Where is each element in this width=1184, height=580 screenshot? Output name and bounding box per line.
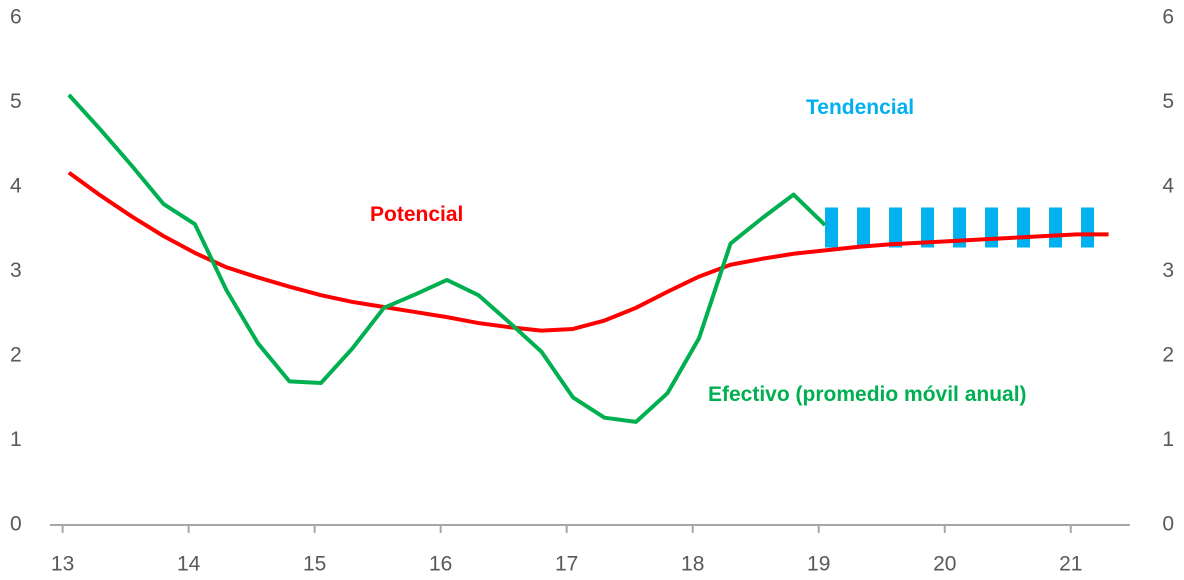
x-tick-label: 17 [555,553,578,576]
series-line [67,171,1109,333]
series-label: Potencial [370,203,464,226]
y-tick-label: 1 [10,428,22,451]
x-tick-label: 20 [933,553,956,576]
y-tick-label: 6 [10,6,22,29]
x-tick-label: 18 [681,553,704,576]
x-tick-label: 21 [1059,553,1082,576]
y2-tick-label: 0 [1162,513,1174,536]
y-tick-label: 5 [10,90,22,113]
y-tick-label: 0 [10,513,22,536]
x-tick-label: 14 [177,553,201,576]
y-tick-label: 3 [10,259,22,282]
y2-tick-label: 2 [1162,344,1174,367]
y2-tick-label: 6 [1162,6,1174,29]
x-tick-label: 16 [429,553,452,576]
y2-tick-label: 4 [1162,175,1174,198]
series-label: Efectivo (promedio móvil anual) [708,383,1027,406]
x-tick-label: 19 [807,553,830,576]
x-tick-label: 15 [303,553,326,576]
x-tick-label: 13 [51,553,74,576]
y-tick-label: 2 [10,344,22,367]
series-label: Tendencial [806,96,915,119]
y-tick-label: 4 [10,175,22,198]
y2-tick-label: 1 [1162,428,1174,451]
y2-tick-label: 3 [1162,259,1174,282]
series-line [67,93,827,424]
y2-tick-label: 5 [1162,90,1174,113]
